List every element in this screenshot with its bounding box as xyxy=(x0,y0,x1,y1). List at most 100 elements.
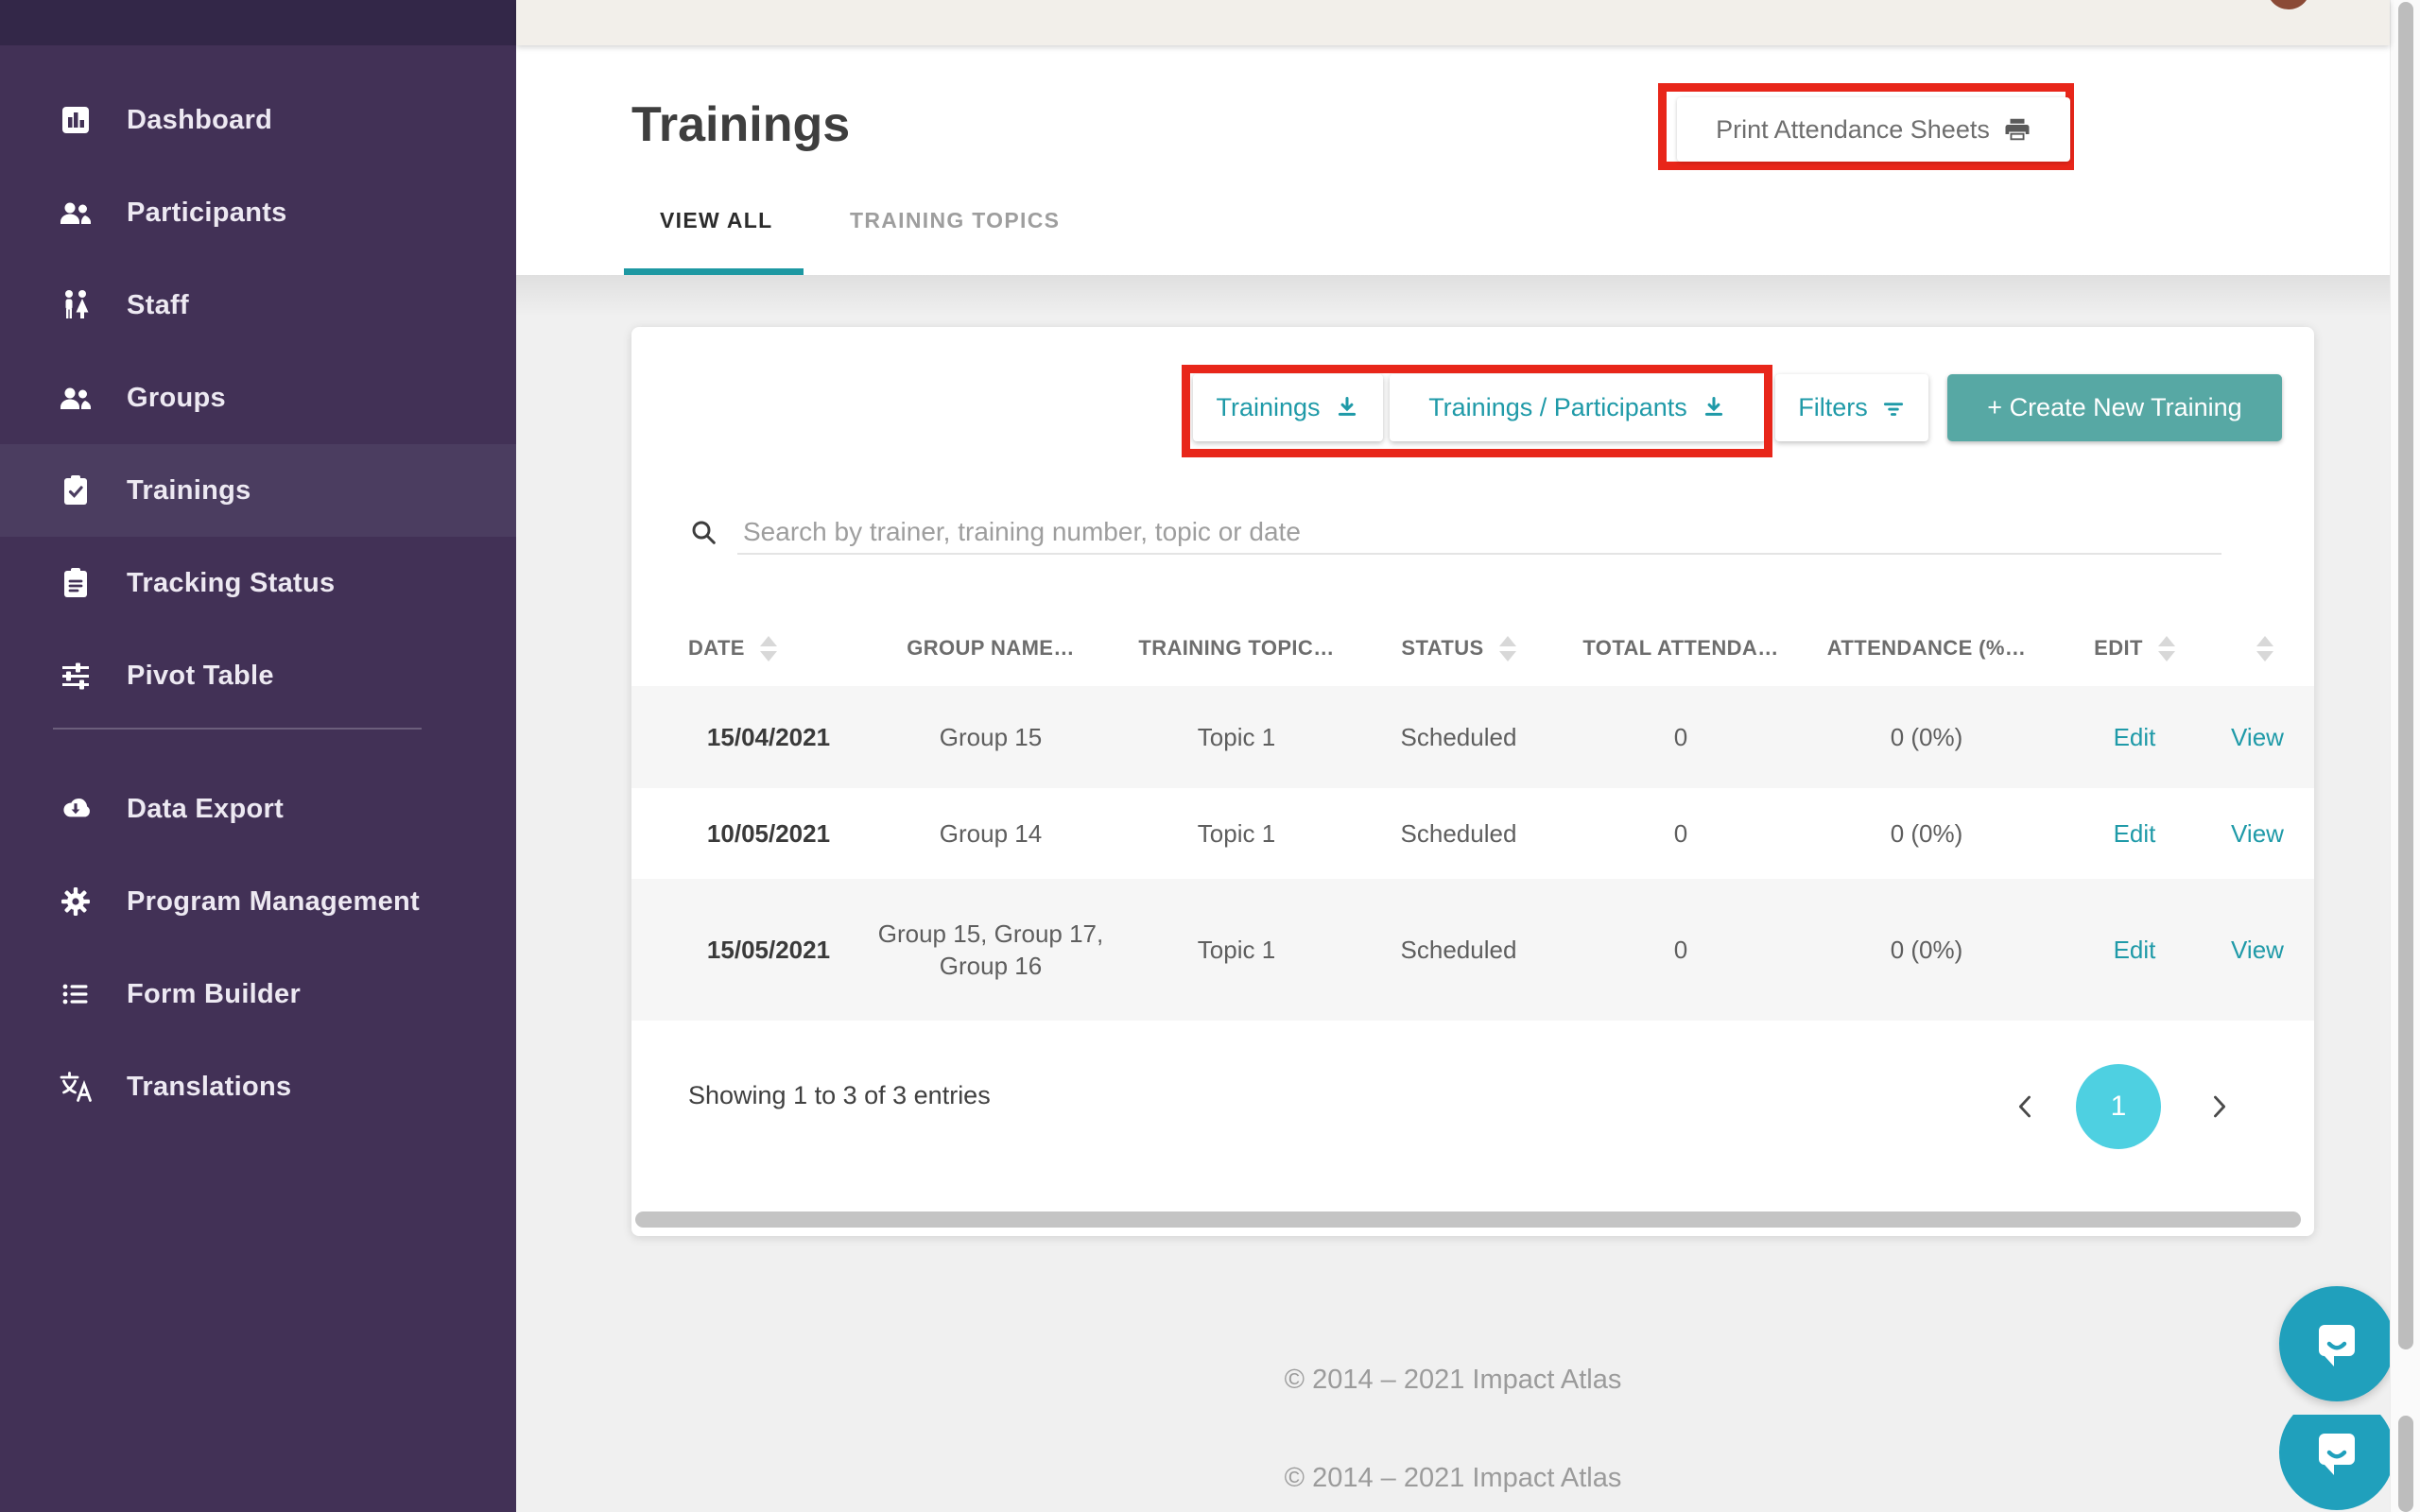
download-icon xyxy=(1334,395,1360,421)
print-button-label: Print Attendance Sheets xyxy=(1716,114,1990,144)
table-row: 15/04/2021 Group 15 Topic 1 Scheduled 0 … xyxy=(631,686,2314,788)
column-header-training-topic[interactable]: TRAINING TOPIC… xyxy=(1132,636,1340,661)
view-link[interactable]: View xyxy=(2231,723,2284,751)
sidebar-item-tracking-status[interactable]: Tracking Status xyxy=(0,537,516,629)
next-page-button[interactable] xyxy=(2203,1091,2235,1123)
main-area: Trainings VIEW ALL TRAINING TOPICS Print… xyxy=(516,0,2394,1512)
chat-bubble-icon xyxy=(2319,1325,2355,1366)
tab-view-all[interactable]: VIEW ALL xyxy=(660,208,773,232)
sidebar-item-label: Dashboard xyxy=(127,104,273,135)
cell-date: 10/05/2021 xyxy=(706,819,831,848)
column-label: EDIT xyxy=(2094,636,2143,660)
chat-bubble-icon xyxy=(2319,1434,2355,1475)
cell-total-attendance: 0 xyxy=(1673,936,1688,964)
column-header-group-name[interactable]: GROUP NAME… xyxy=(849,636,1132,661)
search-icon xyxy=(688,517,718,547)
sidebar-item-label: Translations xyxy=(127,1071,292,1102)
column-header-attendance-pct[interactable]: ATTENDANCE (%… xyxy=(1785,636,2068,661)
sidebar-item-data-export[interactable]: Data Export xyxy=(0,763,516,855)
active-tab-underline xyxy=(624,268,804,275)
view-link[interactable]: View xyxy=(2231,936,2284,964)
sort-icon[interactable] xyxy=(759,635,777,662)
scrollbar-thumb[interactable] xyxy=(2398,2,2413,1349)
column-header-total-attendance[interactable]: TOTAL ATTENDA… xyxy=(1577,636,1785,661)
sidebar-item-label: Program Management xyxy=(127,885,420,917)
sort-icon[interactable] xyxy=(2256,635,2273,662)
sort-icon[interactable] xyxy=(1498,635,1516,662)
cell-attendance-pct: 0 (0%) xyxy=(1890,723,1963,751)
column-header-edit[interactable]: EDIT xyxy=(2068,635,2201,662)
vertical-scrollbar[interactable] xyxy=(2390,0,2420,1512)
chat-widget-button-secondary[interactable] xyxy=(2279,1415,2394,1512)
cloud-download-icon xyxy=(55,788,96,830)
filters-label: Filters xyxy=(1798,393,1868,421)
scrollbar-thumb[interactable] xyxy=(2398,1416,2413,1512)
sort-icon[interactable] xyxy=(2157,635,2175,662)
edit-link[interactable]: Edit xyxy=(2113,819,2156,848)
sidebar-item-dashboard[interactable]: Dashboard xyxy=(0,74,516,166)
create-new-training-label: + Create New Training xyxy=(1987,393,2242,421)
sidebar-item-form-builder[interactable]: Form Builder xyxy=(0,948,516,1040)
sidebar-item-trainings[interactable]: Trainings xyxy=(0,444,516,537)
column-header-status[interactable]: STATUS xyxy=(1340,635,1577,662)
filters-button[interactable]: Filters xyxy=(1775,374,1928,441)
staff-icon xyxy=(55,284,96,326)
page-title: Trainings xyxy=(631,97,851,152)
people-icon xyxy=(55,192,96,233)
sidebar-divider xyxy=(53,728,422,730)
people-icon xyxy=(55,377,96,419)
print-attendance-sheets-button[interactable]: Print Attendance Sheets xyxy=(1677,97,2070,162)
gear-icon xyxy=(55,881,96,922)
sidebar-item-staff[interactable]: Staff xyxy=(0,259,516,352)
previous-page-button[interactable] xyxy=(2010,1091,2042,1123)
sidebar-item-groups[interactable]: Groups xyxy=(0,352,516,444)
chat-widget-button[interactable] xyxy=(2279,1286,2394,1401)
sidebar-menu: Dashboard Participants Staff Groups xyxy=(0,74,516,1133)
export-trainings-button[interactable]: Trainings xyxy=(1193,374,1383,441)
cell-training-topic: Topic 1 xyxy=(1197,936,1276,964)
view-link[interactable]: View xyxy=(2231,819,2284,848)
export-trainings-label: Trainings xyxy=(1216,393,1321,421)
cell-group-name: Group 14 xyxy=(939,819,1043,848)
column-label: GROUP NAME… xyxy=(907,636,1075,660)
page-1-button[interactable]: 1 xyxy=(2076,1064,2161,1149)
table-row: 10/05/2021 Group 14 Topic 1 Scheduled 0 … xyxy=(631,788,2314,879)
column-label: STATUS xyxy=(1401,636,1484,660)
column-header-view[interactable] xyxy=(2201,635,2314,662)
sidebar-item-pivot-table[interactable]: Pivot Table xyxy=(0,629,516,722)
sidebar: Dashboard Participants Staff Groups xyxy=(0,0,516,1512)
cell-date: 15/04/2021 xyxy=(706,723,831,751)
cell-attendance-pct: 0 (0%) xyxy=(1890,819,1963,848)
entries-summary: Showing 1 to 3 of 3 entries xyxy=(688,1081,991,1109)
column-header-date[interactable]: DATE xyxy=(688,635,849,662)
sliders-icon xyxy=(55,655,96,696)
export-trainings-participants-label: Trainings / Participants xyxy=(1428,393,1687,421)
column-label: DATE xyxy=(688,636,745,660)
cell-attendance-pct: 0 (0%) xyxy=(1890,936,1963,964)
cell-total-attendance: 0 xyxy=(1673,819,1688,848)
horizontal-scrollbar[interactable] xyxy=(635,1211,2301,1228)
clipboard-check-icon xyxy=(55,470,96,511)
copyright-line-2: © 2014 – 2021 Impact Atlas xyxy=(1284,1463,1622,1493)
download-icon xyxy=(1701,395,1727,421)
tab-training-topics[interactable]: TRAINING TOPICS xyxy=(850,208,1061,232)
header-shadow xyxy=(516,275,2390,317)
search-input[interactable] xyxy=(741,516,2159,548)
top-bar xyxy=(516,0,2390,45)
cell-status: Scheduled xyxy=(1400,819,1517,848)
export-trainings-participants-button[interactable]: Trainings / Participants xyxy=(1390,374,1766,441)
sidebar-item-program-management[interactable]: Program Management xyxy=(0,855,516,948)
sidebar-item-label: Data Export xyxy=(127,793,285,824)
cell-training-topic: Topic 1 xyxy=(1197,819,1276,848)
search-underline xyxy=(737,553,2221,555)
edit-link[interactable]: Edit xyxy=(2113,723,2156,751)
cell-group-name: Group 15 xyxy=(939,723,1043,751)
sidebar-item-label: Participants xyxy=(127,197,287,228)
copyright-line-1: © 2014 – 2021 Impact Atlas xyxy=(1284,1365,1622,1395)
create-new-training-button[interactable]: + Create New Training xyxy=(1947,374,2282,441)
sidebar-item-translations[interactable]: Translations xyxy=(0,1040,516,1133)
edit-link[interactable]: Edit xyxy=(2113,936,2156,964)
avatar[interactable] xyxy=(2267,0,2310,9)
sidebar-item-participants[interactable]: Participants xyxy=(0,166,516,259)
